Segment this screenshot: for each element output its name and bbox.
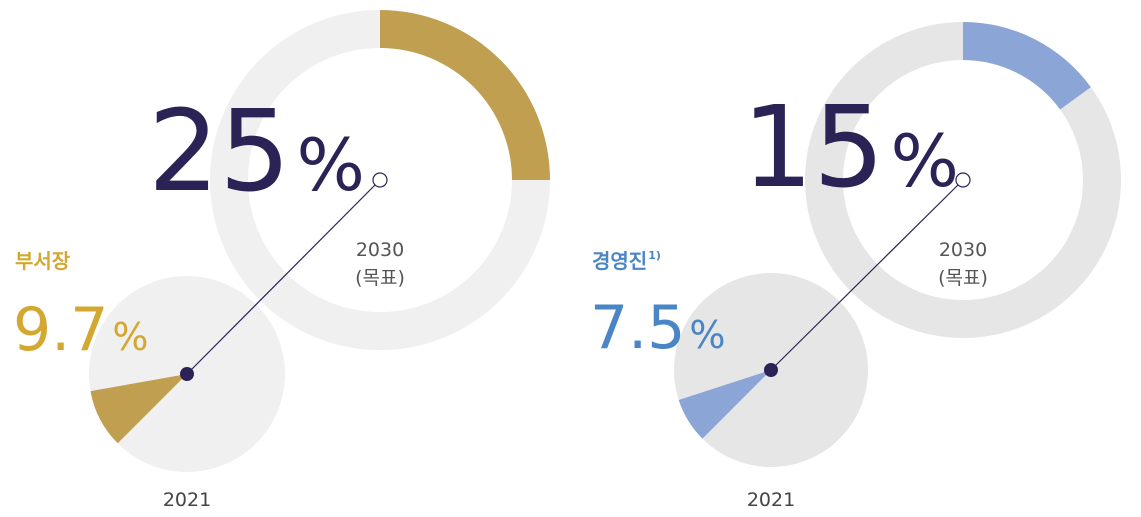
current-value: 9.7 <box>13 295 108 365</box>
footnote: 1) <box>648 249 661 262</box>
name: 경영진 <box>592 249 647 273</box>
current-dot <box>764 363 778 377</box>
target-year: 2030 <box>356 239 404 261</box>
target-arc <box>963 22 1091 110</box>
current-unit: % <box>112 315 148 359</box>
name: 부서장 <box>15 249 71 273</box>
target-unit: % <box>891 119 959 203</box>
series-name: 부서장 <box>15 249 71 273</box>
current-wedge <box>678 370 771 439</box>
current-year: 2021 <box>747 489 795 511</box>
target-year: 2030 <box>939 239 987 261</box>
target-value: 25 <box>148 87 291 217</box>
current-wedge <box>90 374 187 444</box>
current-unit: % <box>689 313 725 357</box>
current-value-label: 7.5% <box>590 293 726 363</box>
panel: 15% 2030 (목표) 경영진1) 7.5 % 2021 <box>590 22 1121 511</box>
current-value: 7.5 <box>590 293 685 363</box>
target-unit: % <box>297 123 365 207</box>
current-value-label: 9.7% <box>13 295 149 365</box>
target-label: (목표) <box>938 267 988 289</box>
connector <box>770 179 964 371</box>
series-name: 경영진1) <box>592 249 661 273</box>
target-arc <box>380 10 550 180</box>
target-label: (목표) <box>355 267 405 289</box>
current-year: 2021 <box>163 489 211 511</box>
connector <box>186 179 381 375</box>
current-dot <box>180 367 194 381</box>
target-dot <box>955 172 971 188</box>
target-value: 15 <box>742 83 885 213</box>
target-value-label: 25% <box>148 87 365 217</box>
panel: 25% 2030 (목표) 부서장 9.7 % 2021 <box>13 10 550 511</box>
target-value-label: 15% <box>742 83 959 213</box>
target-dot <box>372 172 388 188</box>
